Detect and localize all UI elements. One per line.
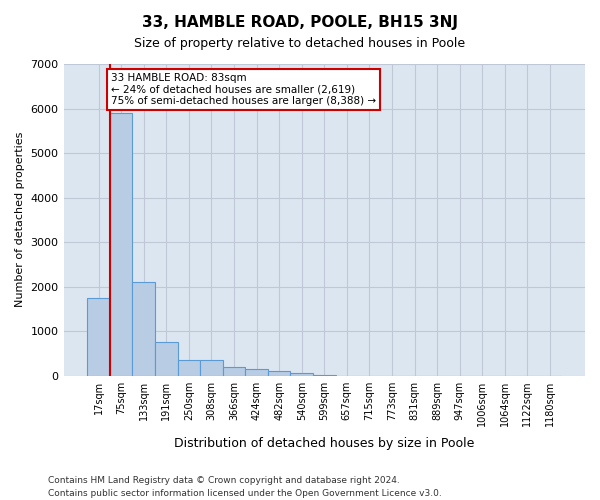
Bar	[110, 113, 133, 376]
Bar	[245, 369, 268, 376]
Bar	[290, 374, 313, 376]
Text: 33, HAMBLE ROAD, POOLE, BH15 3NJ: 33, HAMBLE ROAD, POOLE, BH15 3NJ	[142, 15, 458, 30]
Bar	[87, 298, 110, 376]
Bar	[200, 360, 223, 376]
Bar	[155, 342, 178, 376]
Text: 33 HAMBLE ROAD: 83sqm
← 24% of detached houses are smaller (2,619)
75% of semi-d: 33 HAMBLE ROAD: 83sqm ← 24% of detached …	[111, 73, 376, 106]
Bar	[133, 282, 155, 376]
X-axis label: Distribution of detached houses by size in Poole: Distribution of detached houses by size …	[174, 437, 475, 450]
Text: Contains public sector information licensed under the Open Government Licence v3: Contains public sector information licen…	[48, 488, 442, 498]
Bar	[178, 360, 200, 376]
Bar	[223, 366, 245, 376]
Text: Size of property relative to detached houses in Poole: Size of property relative to detached ho…	[134, 38, 466, 51]
Bar	[268, 371, 290, 376]
Text: Contains HM Land Registry data © Crown copyright and database right 2024.: Contains HM Land Registry data © Crown c…	[48, 476, 400, 485]
Y-axis label: Number of detached properties: Number of detached properties	[15, 132, 25, 308]
